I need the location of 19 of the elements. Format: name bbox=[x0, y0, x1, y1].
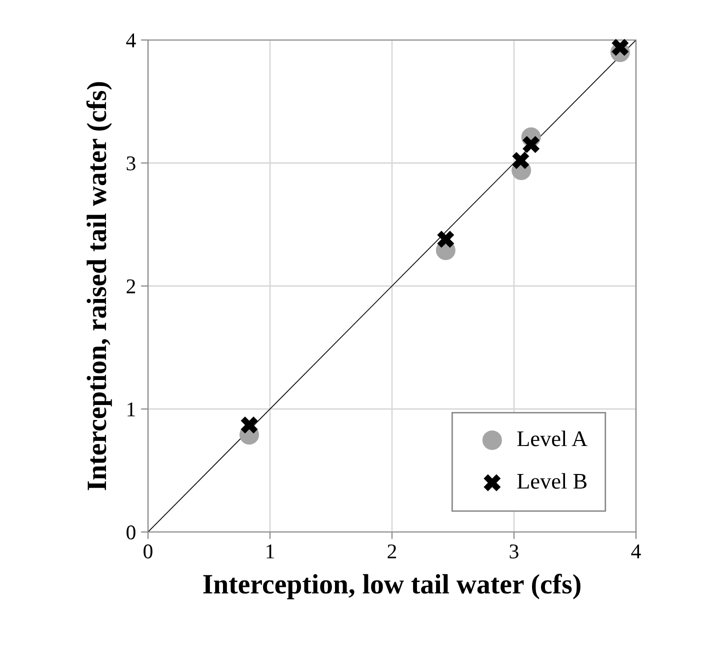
x-tick-label: 2 bbox=[388, 544, 396, 558]
x-tick-label: 0 bbox=[144, 544, 152, 558]
x-tick-label: 1 bbox=[266, 544, 274, 558]
y-tick-label: 2 bbox=[126, 279, 136, 294]
y-tick-label: 1 bbox=[128, 402, 135, 416]
point bbox=[512, 152, 530, 170]
legend-label: Level A bbox=[517, 430, 588, 446]
legend-label: Level B bbox=[517, 473, 586, 489]
x-tick-label: 4 bbox=[631, 544, 641, 558]
y-tick-label: 4 bbox=[126, 34, 136, 48]
point bbox=[612, 38, 629, 56]
x-tick-label: 3 bbox=[510, 544, 518, 558]
point bbox=[240, 416, 258, 434]
y-tick-label: 3 bbox=[126, 156, 136, 170]
point bbox=[437, 230, 454, 248]
y-axis-title: Interception, raised tail water (cfs) bbox=[86, 82, 112, 490]
x-axis-title: Interception, low tail water (cfs) bbox=[203, 574, 580, 600]
point bbox=[522, 136, 540, 154]
y-tick-label: 0 bbox=[126, 525, 136, 540]
